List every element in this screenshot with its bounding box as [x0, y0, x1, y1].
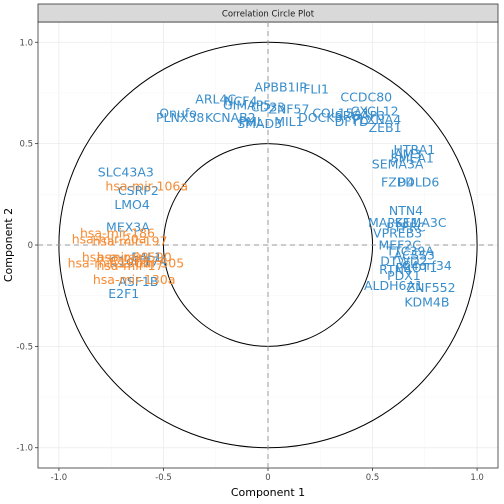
variable-label: LMO4: [114, 197, 150, 212]
variable-label: SEMA3C: [395, 215, 447, 230]
y-axis-title: Component 2: [2, 208, 15, 282]
variable-label: PDLD6: [398, 175, 440, 190]
variable-label: hsa-mir-590: [97, 250, 172, 265]
x-tick-label: -1.0: [51, 473, 68, 483]
variable-label: JAM3: [390, 146, 422, 161]
variable-label: CXCL12: [351, 104, 399, 119]
variable-label: DOCK8: [298, 110, 342, 125]
variable-label: C4orf34: [402, 258, 452, 273]
variable-label: CCDC80: [340, 90, 392, 105]
variable-label: hsa-mir-93: [82, 250, 149, 265]
variable-label: MEF2C: [378, 238, 421, 253]
variable-label: PROT1: [396, 260, 438, 275]
y-tick-label: 0.5: [19, 140, 33, 150]
y-tick-label: -1.0: [16, 444, 33, 454]
variable-label: ZNF552: [407, 280, 456, 295]
variable-label: PDX1: [387, 268, 421, 283]
x-axis-ticks: -1.0 -0.5 0 0.5 1.0: [51, 468, 484, 483]
x-axis-title: Component 1: [231, 486, 305, 499]
variable-label: hsa-mir-17: [96, 258, 163, 273]
variable-label: SMAD3: [237, 116, 282, 131]
variable-label: hsa-mir-197: [93, 233, 168, 248]
variable-label: PTPRC: [386, 219, 426, 234]
x-tick-label: 0: [265, 473, 270, 483]
variable-label: FLI1: [303, 81, 329, 96]
variable-label: hsa-mir-130b: [68, 256, 151, 271]
variable-label: hsa-mir-130a: [93, 272, 176, 287]
variable-label: MEX3A: [106, 219, 150, 234]
variable-label: PML: [239, 114, 264, 129]
variable-label: SLC43A3: [98, 165, 154, 180]
variable-label: RTN4: [379, 262, 412, 277]
y-tick-label: 1.0: [19, 38, 33, 48]
y-tick-label: 0: [28, 241, 33, 251]
y-tick-label: -0.5: [16, 342, 33, 352]
variable-label: SMEA1: [391, 150, 434, 165]
variable-label: NCF4: [224, 94, 257, 109]
variable-label: ZNF57: [268, 102, 309, 117]
variable-label: MIL1: [274, 114, 303, 129]
variable-label: C1orf174: [109, 254, 167, 269]
variable-label: ARL4C: [195, 92, 236, 107]
reference-lines: [38, 22, 498, 468]
variable-label: VPREB3: [373, 225, 422, 240]
variable-label: ACSS3: [394, 248, 435, 263]
variable-label: Onufo: [159, 106, 197, 121]
chart-title: Correlation Circle Plot: [222, 10, 315, 20]
variable-label: COL15A1: [312, 106, 370, 121]
variable-label: KCNAB2: [205, 110, 256, 125]
variable-label: APBB1IP: [254, 79, 307, 94]
variable-label: hsa-mir-20a: [72, 231, 147, 246]
variable-label: PLXNA4: [352, 112, 401, 127]
variable-label: SRGAP3: [335, 108, 385, 123]
variable-label: GIMAP5: [223, 98, 271, 113]
variable-label: hsa-mir-106a: [105, 179, 188, 194]
variable-label: hsa-mir-186: [80, 225, 155, 240]
variable-label: FZD4: [381, 175, 414, 190]
variable-label: E2F1: [108, 286, 139, 301]
y-axis-ticks: -1.0 -0.5 0 0.5 1.0: [16, 38, 38, 454]
variable-label: ASF1B: [118, 274, 158, 289]
variable-label: HTRA1: [394, 142, 436, 157]
variable-label: ZEB1: [369, 120, 402, 135]
variable-label: CD33: [251, 100, 285, 115]
variable-label: SEMA3A: [372, 156, 424, 171]
variable-label: PLNX38: [156, 110, 204, 125]
variable-label: ALDH6A1: [364, 278, 423, 293]
x-tick-label: 1.0: [470, 473, 484, 483]
variable-label: TTC39A: [385, 244, 434, 259]
variable-label: DFYD: [335, 114, 369, 129]
variable-label: CSRP2: [118, 183, 159, 198]
variable-label: MAPK11: [368, 215, 419, 230]
variable-label: hsa-mir-505: [109, 256, 184, 271]
variable-label: DTWD2: [380, 254, 427, 269]
variable-label: E4F1: [131, 250, 162, 265]
x-tick-label: -0.5: [155, 473, 172, 483]
variable-label: NTN4: [389, 203, 423, 218]
x-tick-label: 0.5: [366, 473, 380, 483]
variable-label: KDM4B: [404, 294, 449, 309]
